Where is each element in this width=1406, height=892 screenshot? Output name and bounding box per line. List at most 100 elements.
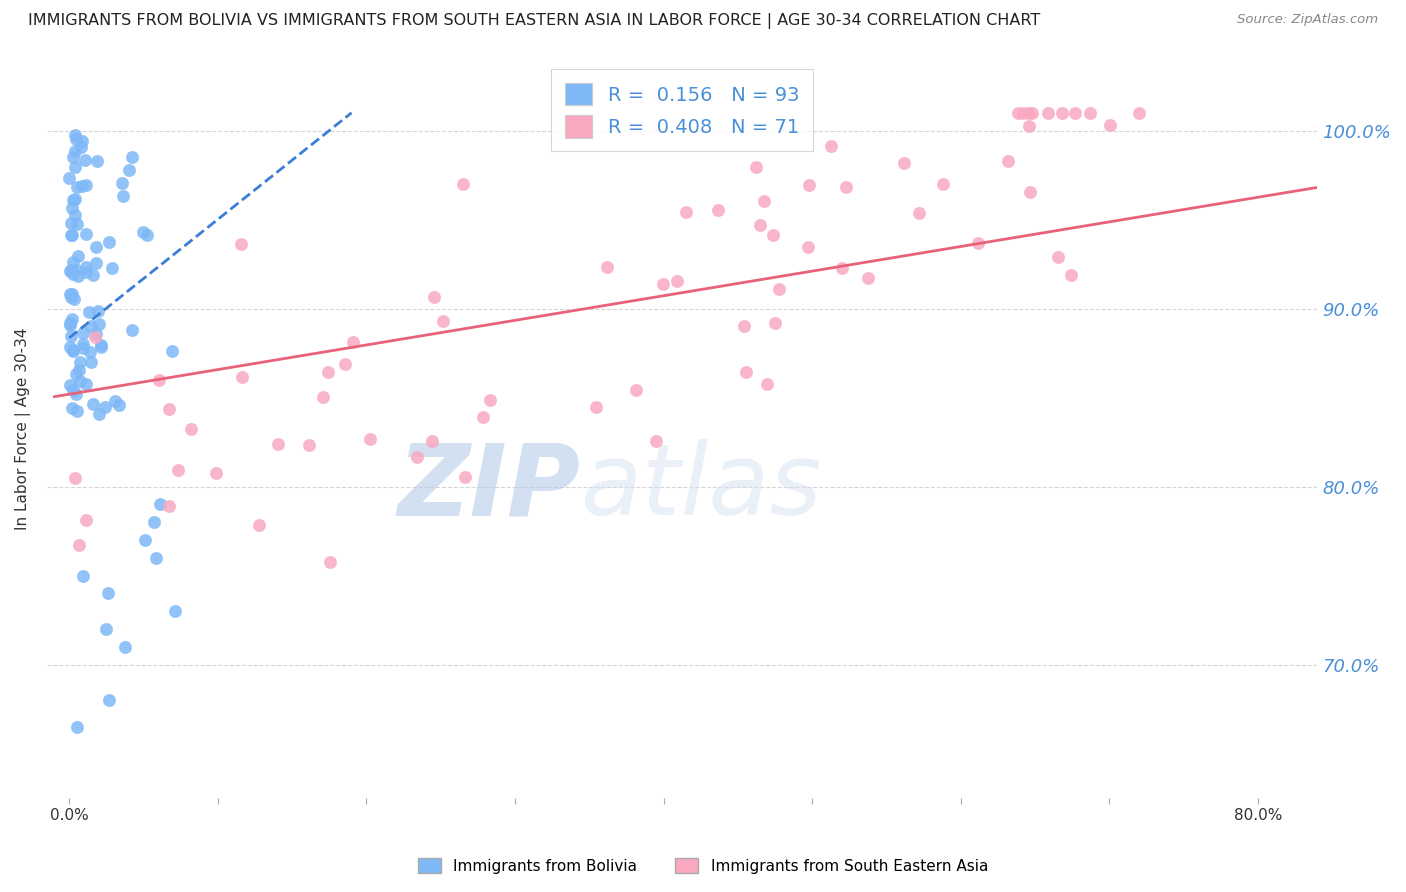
Point <box>932 177 955 191</box>
Point <box>675 205 697 219</box>
Point <box>98 235 121 249</box>
Point <box>97 586 120 600</box>
Point <box>423 290 446 304</box>
Point <box>111 176 134 190</box>
Point <box>97 693 120 707</box>
Point <box>66 720 89 734</box>
Point <box>65 368 87 382</box>
Point <box>75 513 97 527</box>
Point <box>966 235 988 250</box>
Point <box>82 397 104 411</box>
Point <box>231 237 253 252</box>
Point <box>84 256 107 270</box>
Point <box>754 194 776 208</box>
Point <box>735 365 758 379</box>
Legend: R =  0.156   N = 93, R =  0.408   N = 71: R = 0.156 N = 93, R = 0.408 N = 71 <box>551 70 813 151</box>
Point <box>58 170 80 185</box>
Point <box>1078 106 1101 120</box>
Point <box>87 303 110 318</box>
Point <box>420 434 443 449</box>
Point <box>451 177 474 191</box>
Point <box>66 269 89 284</box>
Point <box>820 139 842 153</box>
Point <box>1019 185 1042 199</box>
Point <box>60 312 83 326</box>
Point <box>69 355 91 369</box>
Point <box>65 144 87 158</box>
Point <box>342 334 364 349</box>
Point <box>118 163 141 178</box>
Point <box>89 317 111 331</box>
Point <box>121 150 143 164</box>
Point <box>247 517 270 532</box>
Point <box>66 403 89 417</box>
Point <box>471 409 494 424</box>
Point <box>893 156 915 170</box>
Point <box>596 260 619 275</box>
Point <box>908 206 931 220</box>
Point <box>856 271 879 285</box>
Point <box>79 345 101 359</box>
Point <box>149 498 172 512</box>
Point <box>59 286 82 301</box>
Point <box>316 365 339 379</box>
Point <box>160 343 183 358</box>
Point <box>63 128 86 142</box>
Point <box>763 316 786 330</box>
Point <box>63 208 86 222</box>
Point <box>166 462 188 476</box>
Point <box>62 383 84 397</box>
Point <box>1064 106 1087 120</box>
Point <box>84 327 107 342</box>
Point <box>65 263 87 277</box>
Point <box>90 340 112 354</box>
Point <box>72 336 94 351</box>
Point <box>65 386 87 401</box>
Point <box>997 153 1019 168</box>
Point <box>831 260 853 275</box>
Point <box>59 318 82 332</box>
Point <box>75 377 97 392</box>
Point <box>62 292 84 306</box>
Point <box>94 400 117 414</box>
Point <box>62 150 84 164</box>
Point <box>748 218 770 232</box>
Legend: Immigrants from Bolivia, Immigrants from South Eastern Asia: Immigrants from Bolivia, Immigrants from… <box>412 852 994 880</box>
Point <box>59 263 82 277</box>
Point <box>121 323 143 337</box>
Point <box>1012 106 1035 120</box>
Point <box>75 178 97 193</box>
Point <box>80 318 103 333</box>
Point <box>67 538 90 552</box>
Point <box>77 305 100 319</box>
Point <box>1099 119 1122 133</box>
Point <box>62 194 84 208</box>
Point <box>111 189 134 203</box>
Point <box>75 153 97 168</box>
Point <box>797 239 820 253</box>
Point <box>65 161 87 175</box>
Point <box>114 640 136 654</box>
Point <box>84 240 107 254</box>
Point <box>267 437 290 451</box>
Point <box>799 178 821 193</box>
Point <box>312 390 335 404</box>
Point <box>135 228 157 243</box>
Point <box>335 357 357 371</box>
Text: atlas: atlas <box>581 440 823 536</box>
Point <box>134 533 156 547</box>
Point <box>1060 268 1083 282</box>
Point <box>59 340 82 354</box>
Point <box>63 192 86 206</box>
Point <box>62 343 84 358</box>
Point <box>69 375 91 389</box>
Point <box>762 228 785 243</box>
Point <box>66 249 89 263</box>
Point <box>108 398 131 412</box>
Point <box>60 262 83 277</box>
Text: ZIP: ZIP <box>398 440 581 536</box>
Point <box>406 450 429 465</box>
Point <box>148 373 170 387</box>
Point <box>60 228 83 243</box>
Point <box>1052 106 1074 120</box>
